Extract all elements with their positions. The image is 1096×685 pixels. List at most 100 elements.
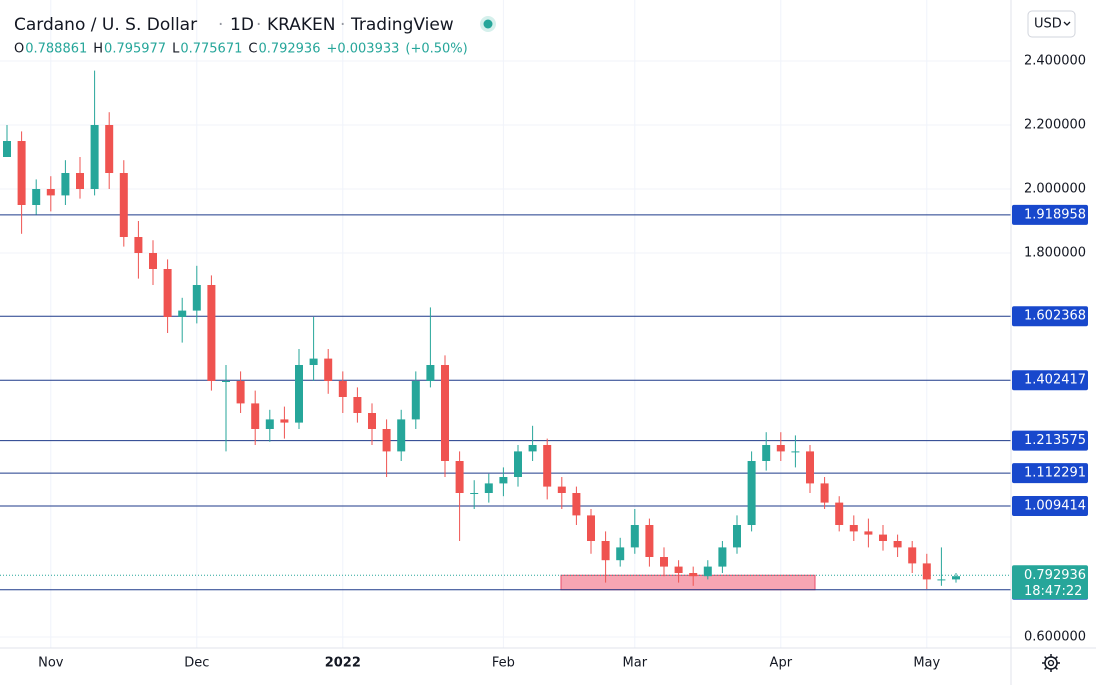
- candle-body: [222, 381, 230, 382]
- candle-body: [601, 541, 610, 561]
- candle-body: [908, 547, 917, 564]
- candle-body: [937, 579, 946, 581]
- zone: [560, 574, 816, 591]
- currency-button[interactable]: [1027, 10, 1076, 38]
- candle-body: [922, 563, 931, 580]
- status-dot: [483, 19, 493, 29]
- candle-body: [806, 451, 814, 484]
- gear-teeth[interactable]: [1042, 654, 1060, 672]
- candle-body: [674, 566, 683, 573]
- candle-body: [733, 525, 741, 548]
- x-tick-label: Mar: [623, 656, 648, 671]
- level-label: 1.213575: [1024, 433, 1086, 448]
- x-tick-label: Nov: [38, 656, 64, 671]
- candle-body: [514, 451, 522, 477]
- level-label: 1.112291: [1024, 466, 1086, 481]
- gear-hub[interactable]: [1047, 659, 1055, 667]
- interval: 1D: [230, 15, 254, 35]
- candle-body: [616, 547, 625, 561]
- candle-body: [776, 445, 785, 452]
- source: TradingView: [350, 15, 454, 35]
- candle-body: [17, 141, 26, 205]
- candle-body: [849, 525, 858, 532]
- ohlc-value: 0.775671: [180, 42, 242, 57]
- candle-body: [368, 413, 376, 429]
- candle-body: [455, 461, 464, 493]
- candle-body: [382, 429, 391, 452]
- candle-body: [864, 531, 873, 535]
- currency-label[interactable]: USD: [1034, 17, 1062, 32]
- level-label: 1.009414: [1024, 498, 1086, 513]
- candle-body: [441, 365, 449, 461]
- ohlc-legend: O 0.788861 H 0.795977 L 0.775671 C 0.792936 +0.0…: [14, 42, 468, 57]
- candle-body: [76, 173, 84, 189]
- candle-body: [192, 285, 201, 311]
- ohlc-value: 0.788861: [25, 42, 87, 57]
- candle-body: [90, 125, 99, 189]
- candle-body: [893, 541, 902, 548]
- candle-body: [178, 310, 187, 317]
- exchange: KRAKEN: [267, 15, 336, 35]
- candle-body: [163, 269, 172, 317]
- y-tick-label: 2.200000: [1024, 118, 1086, 133]
- candle-body: [353, 397, 362, 413]
- separator: ·: [256, 15, 261, 35]
- candle-body: [499, 477, 508, 484]
- candle-body: [251, 403, 260, 429]
- candle-body: [543, 445, 552, 487]
- level-label-bg: [1012, 495, 1088, 516]
- candle-body: [338, 381, 347, 397]
- ohlc-value: 0.792936: [258, 42, 320, 57]
- level-label: 1.918958: [1024, 207, 1086, 222]
- candle-body: [3, 141, 11, 157]
- candle-body: [689, 573, 698, 577]
- candle-body: [484, 483, 493, 493]
- level-label-bg: [1012, 204, 1088, 225]
- candle-body: [557, 486, 566, 493]
- candle-body: [134, 237, 143, 253]
- candle-body: [820, 483, 829, 503]
- candle-body: [703, 566, 712, 577]
- candle-body: [587, 515, 595, 541]
- settings-gear[interactable]: [1042, 654, 1060, 672]
- ohlc-key: L: [172, 42, 180, 57]
- candle-body: [762, 445, 771, 461]
- change-pct: (+0.50%): [405, 42, 467, 57]
- level-label: 1.602368: [1024, 309, 1086, 324]
- candle-body: [470, 493, 479, 494]
- x-tick-label: Feb: [492, 656, 515, 671]
- candle-body: [835, 502, 844, 525]
- level-label-bg: [1012, 430, 1088, 451]
- candles: [3, 70, 960, 589]
- last-price-bg: [1012, 565, 1088, 600]
- candle-body: [309, 358, 318, 365]
- candle-body: [411, 381, 420, 420]
- symbol-title: Cardano / U. S. Dollar: [14, 15, 197, 35]
- candle-body: [265, 419, 274, 429]
- change: +0.003933: [326, 42, 399, 57]
- candle-body: [572, 493, 581, 516]
- candle-body: [879, 534, 887, 541]
- level-label-bg: [1012, 463, 1088, 484]
- x-tick-label: 2022: [325, 656, 361, 671]
- x-tick-label: May: [913, 656, 940, 671]
- candle-body: [280, 419, 289, 423]
- candle-body: [747, 461, 756, 525]
- ohlc-value: 0.795977: [104, 42, 166, 57]
- candle-body: [426, 365, 435, 381]
- candle-body: [718, 547, 727, 567]
- candle-body: [528, 445, 537, 452]
- candle-body: [660, 557, 668, 567]
- dropdown-arrow[interactable]: [1063, 21, 1071, 26]
- candle-body: [295, 365, 303, 423]
- ohlc-key: O: [14, 42, 24, 57]
- separator: ·: [218, 15, 223, 35]
- countdown: 18:47:22: [1024, 584, 1082, 599]
- level-label: 1.402417: [1024, 373, 1086, 388]
- candle-body: [149, 253, 157, 269]
- level-label-bg: [1012, 370, 1088, 391]
- ohlc-key: H: [93, 42, 103, 57]
